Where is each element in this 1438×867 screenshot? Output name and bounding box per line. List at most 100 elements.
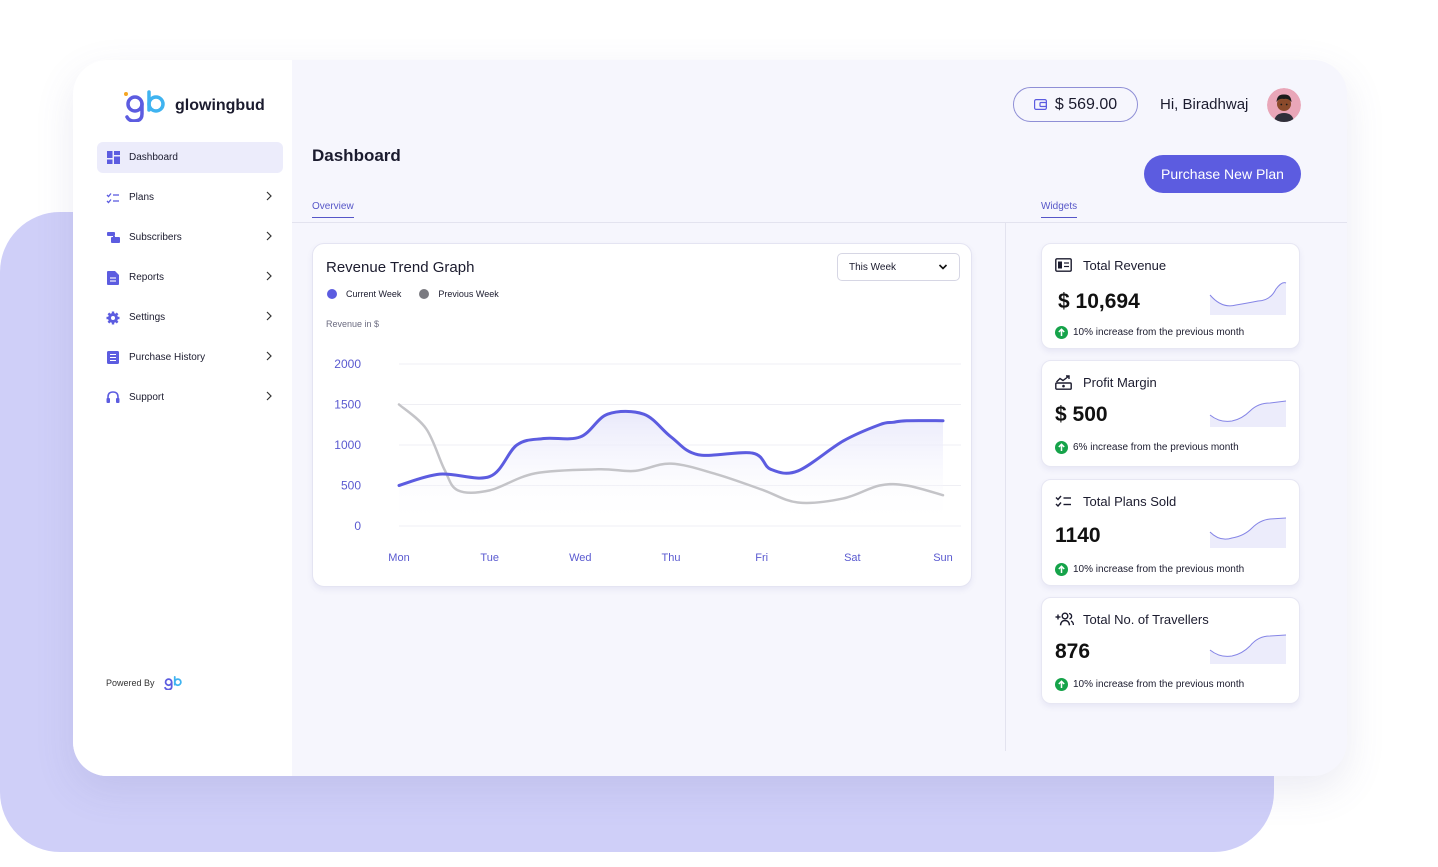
y-tick-label: 1000 xyxy=(334,438,361,452)
chevron-right-icon xyxy=(265,391,273,404)
dashboard-icon xyxy=(106,151,120,165)
sidebar: glowingbud Dashboard Plans Subscri xyxy=(73,60,292,776)
widget-change: 6% increase from the previous month xyxy=(1055,441,1239,454)
series-line-current-week xyxy=(397,409,945,487)
chevron-right-icon xyxy=(265,351,273,364)
chevron-right-icon xyxy=(265,271,273,284)
chart-legend: Current Week Previous Week xyxy=(327,289,517,299)
legend-previous-week: Previous Week xyxy=(419,289,499,299)
widget-title: Total Revenue xyxy=(1083,258,1167,273)
balance-amount: $ 569.00 xyxy=(1054,95,1118,113)
legend-label-previous: Previous Week xyxy=(438,289,499,299)
sidebar-item-label: Dashboard xyxy=(129,152,178,163)
tab-divider xyxy=(292,222,1347,223)
arrow-up-icon xyxy=(1055,678,1068,691)
widget-change-text: 10% increase from the previous month xyxy=(1073,679,1245,690)
tab-overview[interactable]: Overview xyxy=(312,201,354,218)
glowingbud-mini-logo-icon xyxy=(163,676,182,690)
revenue-trend-chart: 0 500 1000 1500 2000 Mon Tue Wed Thu Fri Sat Sun xyxy=(334,357,961,564)
arrow-up-icon xyxy=(1055,441,1068,454)
widget-change: 10% increase from the previous month xyxy=(1055,326,1244,339)
sidebar-item-reports[interactable]: Reports xyxy=(97,262,283,293)
y-tick-label: 0 xyxy=(354,519,361,533)
chevron-down-icon xyxy=(938,263,948,274)
brand-name: glowingbud xyxy=(175,97,265,114)
report-icon xyxy=(106,270,120,285)
y-tick-label: 2000 xyxy=(334,357,361,371)
purchase-new-plan-button[interactable]: Purchase New Plan xyxy=(1144,155,1301,193)
headset-icon xyxy=(106,391,120,405)
sidebar-nav: Dashboard Plans Subscribers R xyxy=(97,142,283,422)
app-window: glowingbud Dashboard Plans Subscri xyxy=(73,60,1347,776)
chevron-right-icon xyxy=(265,311,273,324)
arrow-up-icon xyxy=(1055,326,1068,339)
glowingbud-logo-icon xyxy=(124,90,165,122)
add-users-icon xyxy=(1055,612,1075,628)
widget-total-travellers[interactable]: Total No. of Travellers 876 10% increase… xyxy=(1041,597,1300,704)
checklist-icon xyxy=(1055,494,1073,510)
powered-by: Powered By xyxy=(106,676,183,690)
sparkline xyxy=(1209,400,1287,427)
arrow-up-icon xyxy=(1055,563,1068,576)
revenue-trend-card: 0 500 1000 1500 2000 Mon Tue Wed Thu Fri Sat Sun Re… xyxy=(312,243,972,587)
sparkline xyxy=(1209,634,1287,664)
profit-chart-icon xyxy=(1055,375,1073,391)
widget-profit-margin[interactable]: Profit Margin $ 500 6% increase from the… xyxy=(1041,360,1300,467)
subscribers-icon xyxy=(106,231,120,245)
x-tick-label: Tue xyxy=(480,552,499,564)
wallet-icon xyxy=(1033,99,1047,110)
x-tick-label: Mon xyxy=(388,552,409,564)
widget-value: 876 xyxy=(1055,640,1091,663)
widget-title: Total No. of Travellers xyxy=(1083,612,1209,627)
legend-label-current: Current Week xyxy=(346,289,402,299)
sidebar-item-plans[interactable]: Plans xyxy=(97,182,283,213)
powered-by-label: Powered By xyxy=(106,678,155,688)
user-greeting: Hi, Biradhwaj xyxy=(1160,96,1249,113)
legend-dot-current xyxy=(327,289,337,299)
legend-current-week: Current Week xyxy=(327,289,401,299)
widget-value: $ 10,694 xyxy=(1058,290,1140,313)
y-tick-label: 500 xyxy=(341,479,361,493)
chevron-right-icon xyxy=(265,231,273,244)
gear-icon xyxy=(106,311,120,325)
list-icon xyxy=(106,351,120,365)
page-title: Dashboard xyxy=(312,146,401,165)
sidebar-item-dashboard[interactable]: Dashboard xyxy=(97,142,283,173)
sparkline xyxy=(1209,282,1287,315)
chart-title: Revenue Trend Graph xyxy=(326,259,475,276)
widget-total-plans-sold[interactable]: Total Plans Sold 1140 10% increase from … xyxy=(1041,479,1300,586)
avatar[interactable] xyxy=(1267,88,1301,122)
sidebar-item-support[interactable]: Support xyxy=(97,382,283,413)
y-axis-label: Revenue in $ xyxy=(326,319,380,329)
sidebar-item-label: Subscribers xyxy=(129,232,182,243)
tab-widgets[interactable]: Widgets xyxy=(1041,201,1078,218)
period-select[interactable]: This Week xyxy=(837,253,960,281)
brand-logo[interactable]: glowingbud xyxy=(123,90,265,122)
widget-title: Profit Margin xyxy=(1083,375,1157,390)
legend-dot-previous xyxy=(419,289,430,299)
widget-value: 1140 xyxy=(1055,524,1101,547)
series-area-current-week xyxy=(399,411,943,526)
wallet-balance[interactable]: $ 569.00 xyxy=(1013,87,1138,122)
widget-change-text: 10% increase from the previous month xyxy=(1073,564,1245,575)
sidebar-item-label: Support xyxy=(129,392,165,403)
sidebar-item-label: Purchase History xyxy=(129,352,206,363)
y-tick-label: 1500 xyxy=(334,398,361,412)
sidebar-item-settings[interactable]: Settings xyxy=(97,302,283,333)
sidebar-item-label: Settings xyxy=(129,312,166,323)
widget-change-text: 10% increase from the previous month xyxy=(1073,327,1245,338)
widget-value: $ 500 xyxy=(1055,403,1108,426)
sidebar-item-label: Plans xyxy=(129,192,155,203)
sidebar-item-purchase-history[interactable]: Purchase History xyxy=(97,342,283,373)
x-tick-label: Sun xyxy=(933,552,953,564)
checklist-icon xyxy=(106,191,120,205)
period-select-value: This Week xyxy=(849,261,897,273)
sidebar-item-label: Reports xyxy=(129,272,165,283)
column-divider xyxy=(1005,223,1006,751)
x-tick-label: Fri xyxy=(755,552,768,564)
sidebar-item-subscribers[interactable]: Subscribers xyxy=(97,222,283,253)
x-tick-label: Wed xyxy=(569,552,591,564)
x-tick-label: Thu xyxy=(662,552,681,564)
widget-total-revenue[interactable]: Total Revenue $ 10,694 10% increase from… xyxy=(1041,243,1300,349)
revenue-card-icon xyxy=(1055,258,1073,274)
